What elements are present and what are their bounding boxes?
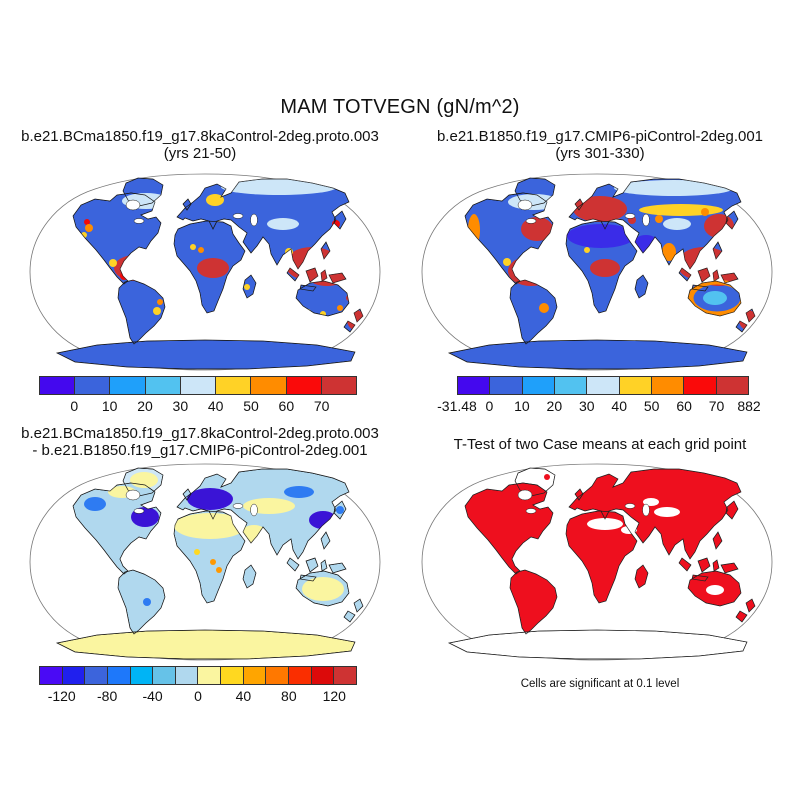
panel-subtitle-years: (yrs 21-50): [163, 144, 237, 162]
colorbar-case1: 0 10 20 30 40 50 60 70: [39, 376, 357, 414]
continent-antarctica: [447, 339, 748, 370]
colorbar-difference: -120 -80 -40 0 40 80 120: [39, 666, 357, 704]
panel-title-ttest: T-Test of two Case means at each grid po…: [400, 436, 800, 454]
continent-antarctica: [55, 339, 356, 370]
map-panel-case1: [27, 172, 383, 372]
colorbar-box: [74, 376, 111, 395]
colorbar-box: [152, 666, 176, 685]
colorbar-box: [288, 666, 312, 685]
colorbar-tick-labels: -31.48 0 10 20 30 40 50 60 70 882: [437, 398, 761, 414]
colorbar-tick-labels: -120 -80 -40 0 40 80 120: [39, 688, 357, 704]
colorbar-tick-label: -80: [97, 688, 118, 704]
panel-title-line: b.e21.BCma1850.f19_g17.8kaControl-2deg.p…: [21, 128, 379, 145]
significance-caption: Cells are significant at 0.1 level: [520, 678, 680, 690]
colorbar-tick-label: 50: [243, 398, 259, 414]
colorbar-box: [179, 376, 217, 395]
colorbar-box: [39, 376, 76, 395]
figure-title: MAM TOTVEGN (gN/m^2): [280, 96, 520, 118]
colorbar-box: [197, 666, 222, 685]
world-map-ttest: [421, 463, 773, 661]
panel-title-line: - b.e21.B1850.f19_g17.CMIP6-piControl-2d…: [32, 441, 368, 459]
colorbar-tick-label: 40: [207, 398, 224, 414]
colorbar-tick-label: 70: [708, 398, 725, 414]
continent-antarctica: [55, 629, 356, 660]
colorbar-box: [333, 666, 357, 685]
colorbar-box: [320, 376, 357, 395]
continent-antarctica: [447, 629, 748, 660]
colorbar-box: [715, 376, 749, 395]
panel-title-case1: b.e21.BCma1850.f19_g17.8kaControl-2deg.p…: [0, 128, 400, 162]
colorbar-tick-label: 60: [278, 398, 295, 414]
colorbar-tick-label: 20: [137, 398, 153, 414]
map-panel-case2: [419, 172, 775, 372]
colorbar-tick-labels: 0 10 20 30 40 50 60 70: [39, 398, 357, 414]
colorbar-tick-label: 20: [546, 398, 563, 414]
colorbar-box: [144, 376, 181, 395]
colorbar-box: [553, 376, 588, 395]
colorbar-tick-label: -120: [47, 688, 76, 704]
colorbar-boxes: [39, 666, 357, 685]
colorbar-box: [489, 376, 523, 395]
colorbar-box: [39, 666, 63, 685]
panel-subtitle-years: (yrs 301-330): [555, 144, 645, 162]
map-panel-difference: [27, 462, 383, 662]
grid-cell-patches: [84, 472, 344, 606]
colorbar-box: [174, 666, 199, 685]
world-map-case1: [29, 173, 381, 371]
colorbar-tick-label: 40: [611, 398, 628, 414]
colorbar-tick-label: 120: [322, 688, 346, 704]
colorbar-box: [618, 376, 652, 395]
colorbar-box: [215, 376, 252, 395]
colorbar-box: [310, 666, 335, 685]
colorbar-box: [106, 666, 131, 685]
map-panel-ttest: [419, 462, 775, 662]
colorbar-tick-label: 0: [70, 398, 79, 414]
colorbar-box: [61, 666, 86, 685]
panel-title-line: T-Test of two Case means at each grid po…: [453, 436, 747, 453]
colorbar-tick-label: 80: [281, 688, 297, 704]
panel-title-line: b.e21.B1850.f19_g17.CMIP6-piControl-2deg…: [436, 128, 764, 145]
colorbar-box: [586, 376, 620, 395]
colorbar-box: [521, 376, 555, 395]
colorbar-tick-label: -31.48: [437, 398, 477, 414]
colorbar-box: [109, 376, 146, 395]
colorbar-box: [285, 376, 322, 395]
world-map-difference: [29, 463, 381, 661]
colorbar-box: [220, 666, 244, 685]
colorbar-tick-label: 0: [485, 398, 494, 414]
colorbar-box: [250, 376, 287, 395]
world-map-case2: [421, 173, 773, 371]
colorbar-tick-label: -40: [142, 688, 163, 704]
colorbar-box: [650, 376, 685, 395]
panel-title-difference: b.e21.BCma1850.f19_g17.8kaControl-2deg.p…: [0, 425, 400, 459]
colorbar-box: [265, 666, 290, 685]
colorbar-box: [84, 666, 108, 685]
colorbar-tick-label: 882: [737, 398, 761, 414]
colorbar-tick-label: 50: [643, 398, 660, 414]
colorbar-box: [683, 376, 717, 395]
panel-title-case2: b.e21.B1850.f19_g17.CMIP6-piControl-2deg…: [400, 128, 800, 162]
colorbar-tick-label: 60: [676, 398, 692, 414]
colorbar-boxes: [39, 376, 357, 395]
panel-title-line: b.e21.BCma1850.f19_g17.8kaControl-2deg.p…: [21, 425, 379, 442]
colorbar-tick-label: 40: [235, 688, 252, 704]
colorbar-tick-label: 10: [514, 398, 530, 414]
colorbar-tick-label: 0: [194, 688, 202, 704]
colorbar-tick-label: 30: [578, 398, 595, 414]
colorbar-box: [129, 666, 154, 685]
colorbar-box: [242, 666, 267, 685]
colorbar-tick-label: 10: [101, 398, 118, 414]
colorbar-boxes: [457, 376, 749, 395]
colorbar-tick-label: 70: [313, 398, 330, 414]
colorbar-case2: -31.48 0 10 20 30 40 50 60 70 882: [437, 376, 761, 414]
colorbar-tick-label: 30: [172, 398, 189, 414]
colorbar-box: [457, 376, 491, 395]
